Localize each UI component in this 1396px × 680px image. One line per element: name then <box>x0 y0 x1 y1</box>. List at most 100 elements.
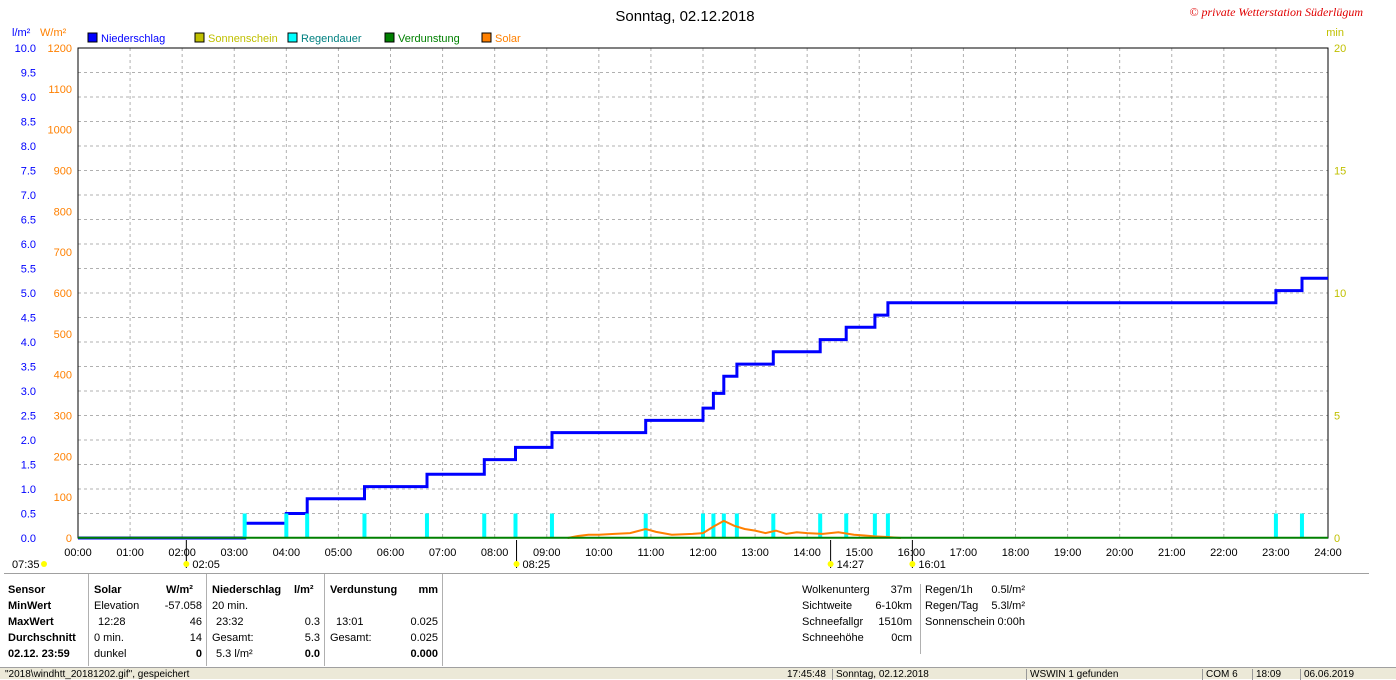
x-tick-label: 10:00 <box>585 547 613 559</box>
y-tick-label-left1: 0.0 <box>21 533 36 545</box>
x-tick-label: 21:00 <box>1158 547 1186 559</box>
verdunstung-r4b: 0.000 <box>410 648 438 660</box>
status-port: COM 6 <box>1202 669 1238 680</box>
marker-dot <box>827 561 834 567</box>
niederschlag-r1a: 20 min. <box>212 600 249 612</box>
misc-value-1: 6-10km <box>875 600 912 612</box>
y-tick-label-left2: 700 <box>54 247 72 259</box>
y-tick-label-left1: 2.5 <box>21 411 36 423</box>
regendauer-bar <box>549 513 554 538</box>
x-tick-label: 12:00 <box>689 547 717 559</box>
legend-label: Verdunstung <box>398 33 460 45</box>
misc-label-0: Wolkenunterg <box>802 584 870 596</box>
y-tick-label-left1: 4.5 <box>21 313 36 325</box>
regen-stats: Regen/1h 0.5l/m² Regen/Tag 5.3l/m² Sonne… <box>920 584 1025 654</box>
misc-label-2: Schneefallgr <box>802 616 864 628</box>
verdunstung-r3a: Gesamt: <box>330 632 372 644</box>
regendauer-bar <box>482 513 487 538</box>
chart-markers: 07:35 02:05 08:25 14:27 16:01 <box>12 540 946 571</box>
solar-r3b: 14 <box>189 632 202 644</box>
y-tick-label-left2: 900 <box>54 166 72 178</box>
x-tick-label: 23:00 <box>1262 547 1290 559</box>
regendauer-bar <box>513 513 518 538</box>
x-tick-label: 22:00 <box>1210 547 1238 559</box>
niederschlag-r2a: 23:32 <box>216 616 244 628</box>
marker-label: 14:27 <box>837 559 865 571</box>
verdunstung-r2a: 13:01 <box>336 616 364 628</box>
x-tick-label: 14:00 <box>793 547 821 559</box>
legend-swatch <box>194 32 205 43</box>
y-tick-label-left1: 4.0 <box>21 337 36 349</box>
regendauer-bar <box>1273 513 1278 538</box>
verdunstung-column: Verdunstung mm 13:01 0.025 Gesamt: 0.025… <box>326 574 443 666</box>
y-tick-label-left1: 1.5 <box>21 460 36 472</box>
chart-title: Sonntag, 02.12.2018 <box>615 8 754 25</box>
weather-chart: 0.0 0.5 1.0 1.5 2.0 2.5 3.0 3.5 4.0 4.5 5.0 5.5 6.0 6… <box>12 5 1363 571</box>
solar-r1b: -57.058 <box>164 600 202 612</box>
x-tick-label: 16:00 <box>898 547 926 559</box>
solar-r2b: 46 <box>189 616 202 628</box>
legend-swatch <box>87 32 98 43</box>
regendauer-bar <box>721 513 726 538</box>
solar-r4a: dunkel <box>94 648 127 660</box>
niederschlag-r3a: Gesamt: <box>212 632 254 644</box>
regendauer-bar <box>242 513 247 538</box>
legend-label: Sonnenschein <box>208 33 278 45</box>
x-tick-label: 07:00 <box>429 547 457 559</box>
solar-column: Solar W/m² Elevation -57.058 12:28 46 0 … <box>90 574 207 666</box>
x-tick-label: 06:00 <box>377 547 405 559</box>
legend-swatch <box>384 32 395 43</box>
niederschlag-r3b: 5.3 <box>304 632 320 644</box>
y-tick-label-left1: 7.0 <box>21 190 36 202</box>
misc-label-3: Schneehöhe <box>802 632 864 644</box>
marker-label: 08:25 <box>523 559 551 571</box>
y-tick-label-left2: 400 <box>54 370 72 382</box>
niederschlag-r4a: 5.3 l/m² <box>216 648 253 660</box>
legend-swatch <box>481 32 492 43</box>
chart-legend: Niederschlag Sonnenschein Regendauer Verdun… <box>87 32 521 45</box>
misc-label-1: Sichtweite <box>802 600 853 612</box>
y-tick-label-right: 15 <box>1334 166 1346 178</box>
misc-value-0: 37m <box>890 584 912 596</box>
solar-r4b: 0 <box>195 648 202 660</box>
sensor-header: Sensor <box>8 584 46 596</box>
y-tick-label-left1: 3.0 <box>21 386 36 398</box>
regendauer-bar <box>1299 513 1304 538</box>
verdunstung-unit: mm <box>418 584 438 596</box>
y-tick-label-left2: 1000 <box>48 125 72 137</box>
regendauer-bar <box>872 513 877 538</box>
y-tick-label-left1: 9.0 <box>21 92 36 104</box>
y-tick-label-left2: 1100 <box>48 84 72 96</box>
y-tick-label-left1: 7.5 <box>21 166 36 178</box>
y-tick-label-left2: 1200 <box>48 43 72 55</box>
marker-label: 02:05 <box>192 559 220 571</box>
regendauer-bar <box>284 513 289 538</box>
solar-r3a: 0 min. <box>94 632 124 644</box>
y-tick-label-left2: 200 <box>54 451 72 463</box>
regendauer-bar <box>305 513 310 538</box>
verdunstung-header: Verdunstung <box>330 584 398 596</box>
regendauer-bar <box>701 513 705 538</box>
x-tick-label: 01:00 <box>116 547 144 559</box>
unit-left2: W/m² <box>40 27 67 39</box>
y-tick-label-right: 10 <box>1334 288 1346 300</box>
x-tick-label: 17:00 <box>950 547 978 559</box>
y-tick-label-left2: 100 <box>54 492 72 504</box>
marker-label: 07:35 <box>12 559 40 571</box>
y-tick-label-left2: 300 <box>54 411 72 423</box>
y-tick-label-left1: 8.5 <box>21 117 36 129</box>
y-tick-label-left1: 9.5 <box>21 68 36 80</box>
chart-series <box>78 276 1328 540</box>
regen-label-2: Sonnenschein <box>925 616 995 628</box>
status-date: Sonntag, 02.12.2018 <box>832 669 929 680</box>
regendauer-bar <box>844 513 849 538</box>
regendauer-bar <box>771 513 776 538</box>
regen-value-2: 0:00h <box>997 616 1025 628</box>
x-tick-label: 05:00 <box>325 547 353 559</box>
solar-unit: W/m² <box>166 584 193 596</box>
x-tick-label: 02:00 <box>168 547 196 559</box>
marker-dot <box>909 561 916 567</box>
y-tick-label-left1: 10.0 <box>15 43 36 55</box>
solar-r1a: Elevation <box>94 600 140 612</box>
verdunstung-r3b: 0.025 <box>410 632 438 644</box>
